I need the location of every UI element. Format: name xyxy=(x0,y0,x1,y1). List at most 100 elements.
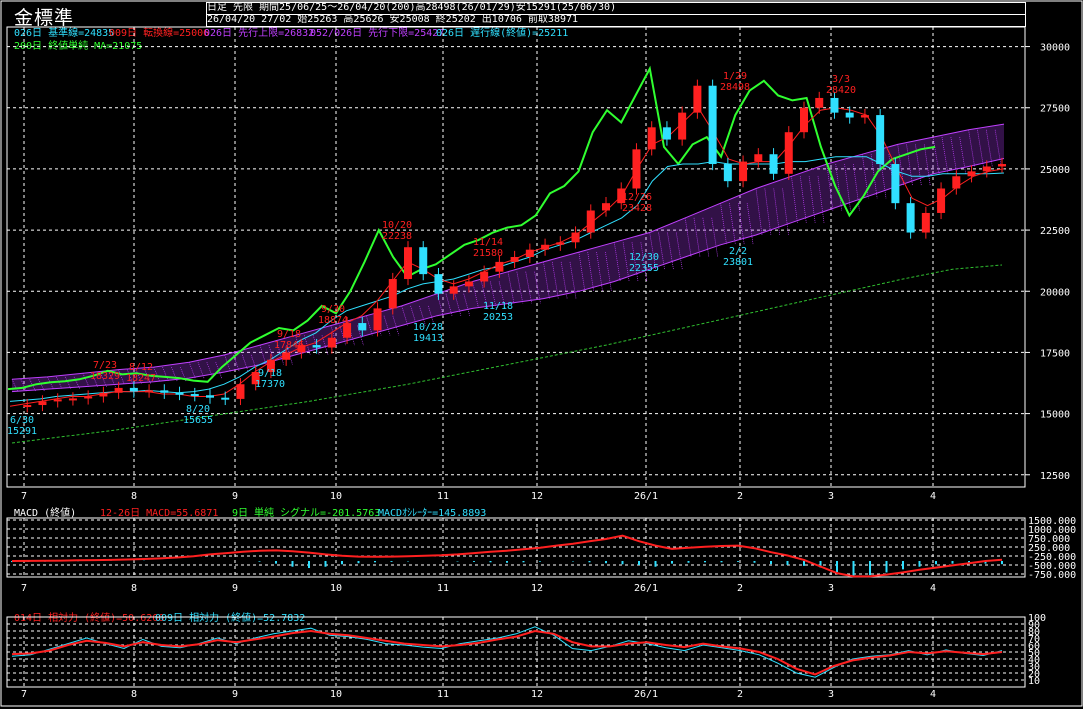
cloud-hatch xyxy=(968,129,975,167)
ichimoku-cloud xyxy=(12,124,1004,392)
cloud-hatch xyxy=(55,376,63,390)
cloud-hatch xyxy=(259,344,267,365)
candle-up xyxy=(815,97,824,108)
cloud-hatch xyxy=(348,325,355,346)
cloud-hatch xyxy=(507,271,515,304)
candle-down xyxy=(434,274,443,294)
x-tick-label: 8 xyxy=(131,491,137,502)
main-frame xyxy=(6,26,1026,488)
candle-up xyxy=(571,232,580,243)
macd-line xyxy=(11,534,1003,578)
annotation-price: 18247 xyxy=(126,373,156,384)
x-tick-label: 26/1 xyxy=(634,491,658,502)
cloud-hatch xyxy=(525,271,533,304)
cloud-hatch xyxy=(171,366,178,382)
cloud-hatch xyxy=(631,242,639,282)
candle-up xyxy=(541,244,550,250)
annotation-date: 12/30 xyxy=(629,252,659,263)
cloud-hatch xyxy=(985,129,993,167)
candle-up xyxy=(23,405,32,408)
cloud-hatch xyxy=(472,281,479,309)
annotation-date: 9/18 xyxy=(258,368,282,379)
y-tick-label: 27500 xyxy=(1040,104,1070,115)
senkou-a-line xyxy=(11,123,1005,380)
cloud-hatch xyxy=(339,325,347,346)
rsi-tick-label: 60 xyxy=(1028,641,1040,652)
y-tick-label: 25000 xyxy=(1040,165,1070,176)
candle-up xyxy=(525,249,534,257)
cloud-hatch xyxy=(135,369,143,385)
kijun-line xyxy=(9,156,1005,402)
app-title: 金標準 xyxy=(14,7,75,29)
annotation-price: 17370 xyxy=(255,379,285,390)
cloud-hatch xyxy=(649,232,657,270)
legend-senkou-a: 026日 先行上限=26832 xyxy=(204,28,315,39)
x-tick-label: 10 xyxy=(330,491,342,502)
candle-up xyxy=(251,372,260,385)
candle-up xyxy=(495,261,504,272)
cloud-hatch xyxy=(932,137,940,174)
x-tick-label: 2 xyxy=(737,689,743,700)
y-tick-label: 15000 xyxy=(1040,410,1070,421)
annotation-price: 23801 xyxy=(723,257,753,268)
candle-up xyxy=(860,115,869,118)
annotation-price: 20253 xyxy=(483,312,513,323)
cloud-hatch xyxy=(596,252,603,292)
cloud-hatch xyxy=(702,217,710,258)
annotation-price: 22355 xyxy=(629,263,659,274)
candle-up xyxy=(464,281,473,287)
macd-tick-label: 1500.000 xyxy=(1028,516,1076,527)
annotation-price: 15291 xyxy=(7,426,37,437)
annotation-date: 9/30 xyxy=(321,304,345,315)
candle-up xyxy=(800,107,808,133)
cloud-hatch xyxy=(410,305,417,326)
cloud-hatch xyxy=(640,242,648,282)
annotation-price: 28420 xyxy=(826,85,856,96)
candle-down xyxy=(221,397,230,400)
rsi-tick-label: 30 xyxy=(1028,662,1040,673)
candle-up xyxy=(678,112,687,140)
annotation-date: 10/20 xyxy=(382,220,412,231)
cloud-hatch xyxy=(419,305,426,326)
legend-macd: 12-26日 MACD=55.6871 xyxy=(100,508,219,519)
annotation-date: 11/14 xyxy=(473,237,503,248)
macd-tick-label: -250.000 xyxy=(1028,552,1076,563)
x-tick-label: 2 xyxy=(737,491,743,502)
candle-down xyxy=(160,390,169,393)
cloud-hatch xyxy=(711,217,719,258)
rsi-tick-label: 70 xyxy=(1028,634,1040,645)
rsi-tick-label: 80 xyxy=(1028,627,1040,638)
rsi-tick-label: 10 xyxy=(1028,676,1040,687)
cloud-hatch xyxy=(277,344,285,365)
candle-up xyxy=(388,279,397,309)
cloud-hatch xyxy=(578,252,586,292)
legend-rsi9: 009日 相対力 (終値)=52.7832 xyxy=(155,613,306,624)
annotation-price: 19413 xyxy=(413,333,443,344)
candle-up xyxy=(784,132,793,174)
cloud-hatch xyxy=(11,379,19,392)
candle-up xyxy=(343,323,352,338)
candle-up xyxy=(739,161,748,182)
chikou-line xyxy=(7,65,936,391)
x-tick-label: 10 xyxy=(330,689,342,700)
candle-up xyxy=(53,399,62,402)
x-tick-label: 26/1 xyxy=(634,689,658,700)
cloud-hatch xyxy=(516,271,524,304)
rsi-tick-label: 20 xyxy=(1028,669,1040,680)
cloud-hatch xyxy=(321,335,329,355)
candle-up xyxy=(647,127,656,150)
candle-up xyxy=(68,398,77,401)
macd-tick-label: 1000.000 xyxy=(1028,525,1076,536)
cloud-hatch xyxy=(994,129,1002,167)
candle-down xyxy=(129,387,138,392)
cloud-hatch xyxy=(330,325,338,346)
candle-down xyxy=(206,395,214,398)
annotation-date: 1/29 xyxy=(723,71,747,82)
candle-down xyxy=(906,203,915,233)
legend-tenkan: 009日 転換線=25006 xyxy=(109,28,210,39)
cloud-hatch xyxy=(675,232,683,270)
legend-rsi14: 014日 相対力 (終値)=50.6266 xyxy=(14,613,165,624)
cloud-hatch xyxy=(82,373,90,387)
